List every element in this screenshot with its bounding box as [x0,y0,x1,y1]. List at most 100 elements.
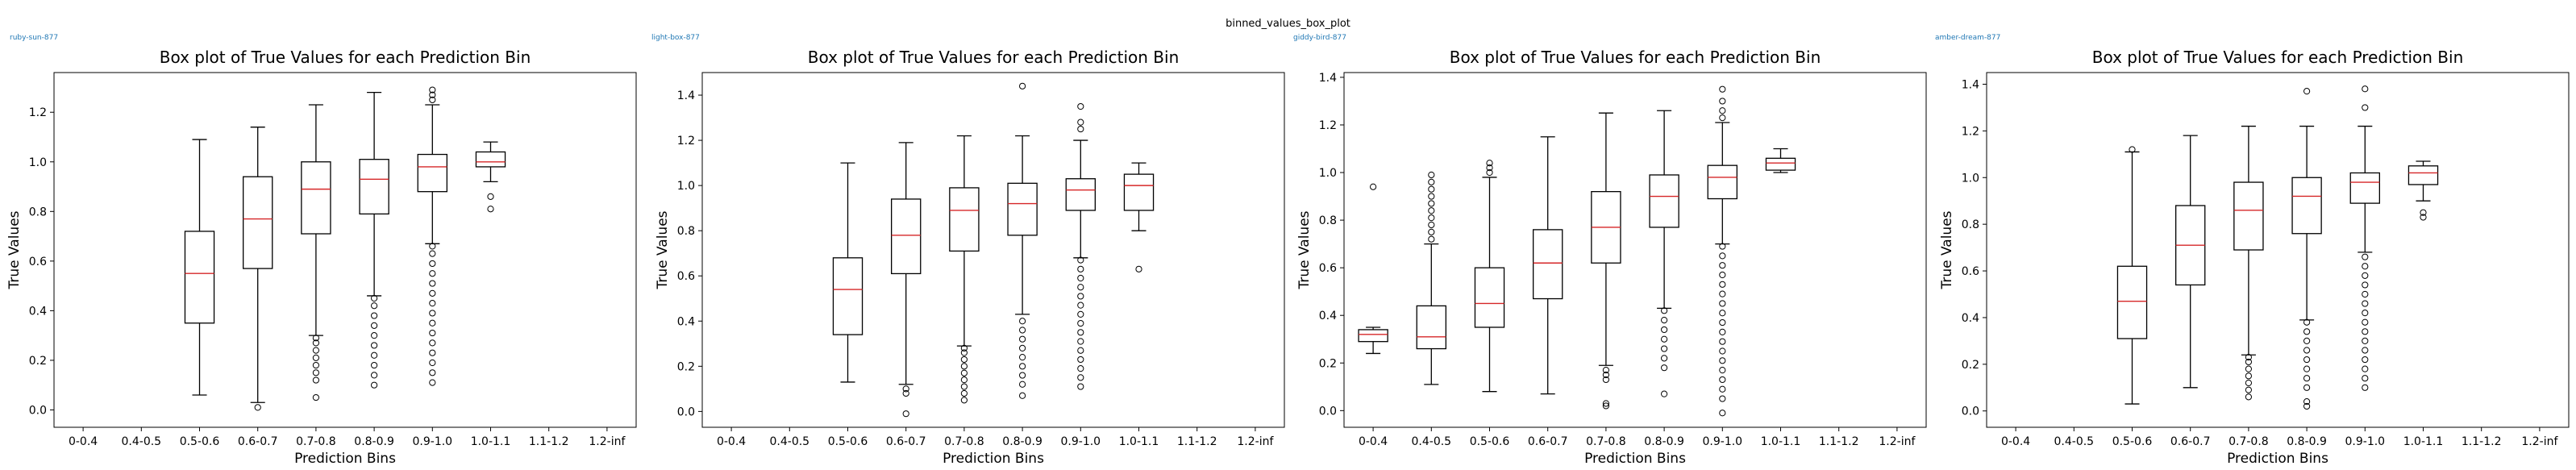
outlier-point [2362,347,2369,354]
axes-frame [53,72,637,428]
outlier-point [2303,347,2311,354]
x-tick-label: 0.5-0.6 [180,435,220,448]
outlier-point [312,376,319,384]
outlier-point [1077,302,1084,309]
y-tick-label: 0.4 [677,315,695,328]
outlier-point [429,243,436,250]
x-tick-label: 0.6-0.7 [2170,435,2211,448]
run-label-3[interactable]: giddy-bird-877 [1293,34,1346,42]
outlier-point [371,322,378,329]
outlier-point [1019,363,1026,370]
outlier-point [1428,221,1435,229]
outlier-point [2303,375,2311,382]
outlier-point [1019,381,1026,388]
x-tick-label: 0.9-1.0 [1061,435,1101,448]
x-tick-label: 1.1-1.2 [1819,435,1859,448]
x-tick-label: 0.7-0.8 [296,435,336,448]
box-0.6-0.7 [1532,136,1563,395]
x-tick-label: 0.5-0.6 [828,435,868,448]
y-tick-label: 0.8 [1962,218,1979,231]
outlier-point [1719,271,1726,279]
outlier-point [1661,335,1668,343]
iqr-box [475,151,506,168]
outlier-point [960,344,968,352]
x-tick-label: 0-0.4 [69,435,98,448]
outlier-point [1719,347,1726,355]
box-0.9-1.0 [1065,102,1096,390]
outlier-point [1719,385,1726,393]
outlier-point [1661,307,1668,314]
y-tick-label: 0.4 [29,305,47,318]
y-tick-label: 0.6 [1319,262,1337,275]
iqr-box [184,231,215,324]
outlier-point [2303,88,2311,95]
outlier-point [2362,104,2369,111]
box-0.7-0.8 [949,135,980,404]
outlier-point [1077,293,1084,300]
box-0-0.4 [1358,183,1388,355]
outlier-point [1719,318,1726,327]
iqr-box [832,257,864,335]
outlier-point [1602,400,1609,407]
y-tick-label: 1.2 [677,135,695,148]
run-label-1[interactable]: ruby-sun-877 [10,34,59,42]
iqr-box [2349,172,2380,204]
outlier-point [371,302,378,310]
outlier-point [2362,384,2369,391]
iqr-box [2233,181,2264,251]
outlier-point [1602,402,1609,410]
outlier-point [2245,365,2252,372]
outlier-point [960,363,968,370]
outlier-point [371,332,378,339]
outlier-point [429,300,436,307]
outlier-point [2362,375,2369,382]
outlier-point [429,86,436,94]
outlier-point [1428,200,1435,207]
outlier-point [1661,326,1668,334]
outlier-point [429,310,436,317]
y-tick-label: 1.2 [29,106,47,119]
outlier-point [1077,284,1084,291]
outlier-point [1077,356,1084,364]
y-tick-label: 1.0 [29,156,47,169]
outlier-point [2245,386,2252,393]
outlier-point [2362,356,2369,364]
box-1.0-1.1 [475,141,506,213]
x-tick-label: 0.8-0.9 [1002,435,1042,448]
box-plot-panel-1: Box plot of True Values for each Predict… [6,48,637,467]
iqr-box [890,198,922,275]
outlier-point [1719,290,1726,297]
outlier-point [429,339,436,347]
iqr-box [1532,229,1563,300]
x-tick-label: 0.8-0.9 [354,435,394,448]
y-axis-label: True Values [6,210,23,289]
box-0.4-0.5 [1416,171,1446,385]
outlier-point [2245,379,2252,387]
outlier-point [429,260,436,268]
outlier-point [1719,310,1726,317]
x-tick-label: 0.9-1.0 [1703,435,1743,448]
outlier-point [429,250,436,257]
outlier-point [1077,365,1084,372]
outlier-point [1719,98,1726,105]
iqr-box [1765,157,1796,171]
iqr-box [1123,173,1155,211]
x-tick-label: 1.2-inf [1879,435,1916,448]
iqr-box [417,153,447,193]
x-tick-label: 1.0-1.1 [1119,435,1159,448]
chart-title: Box plot of True Values for each Predict… [808,48,1180,67]
outlier-point [960,383,968,390]
box-0.9-1.0 [2349,85,2380,391]
outlier-point [902,385,909,393]
y-tick-label: 0.0 [1962,406,1979,418]
iqr-box [1416,305,1446,350]
outlier-point [960,369,968,376]
outlier-point [1661,345,1668,352]
run-label-2[interactable]: light-box-877 [651,34,700,42]
outlier-point [2420,214,2427,221]
y-tick-label: 0.4 [1962,312,1979,325]
outlier-point [1719,367,1726,374]
run-label-4[interactable]: amber-dream-877 [1935,34,2001,42]
x-tick-label: 1.2-inf [1237,435,1274,448]
outlier-point [429,349,436,356]
